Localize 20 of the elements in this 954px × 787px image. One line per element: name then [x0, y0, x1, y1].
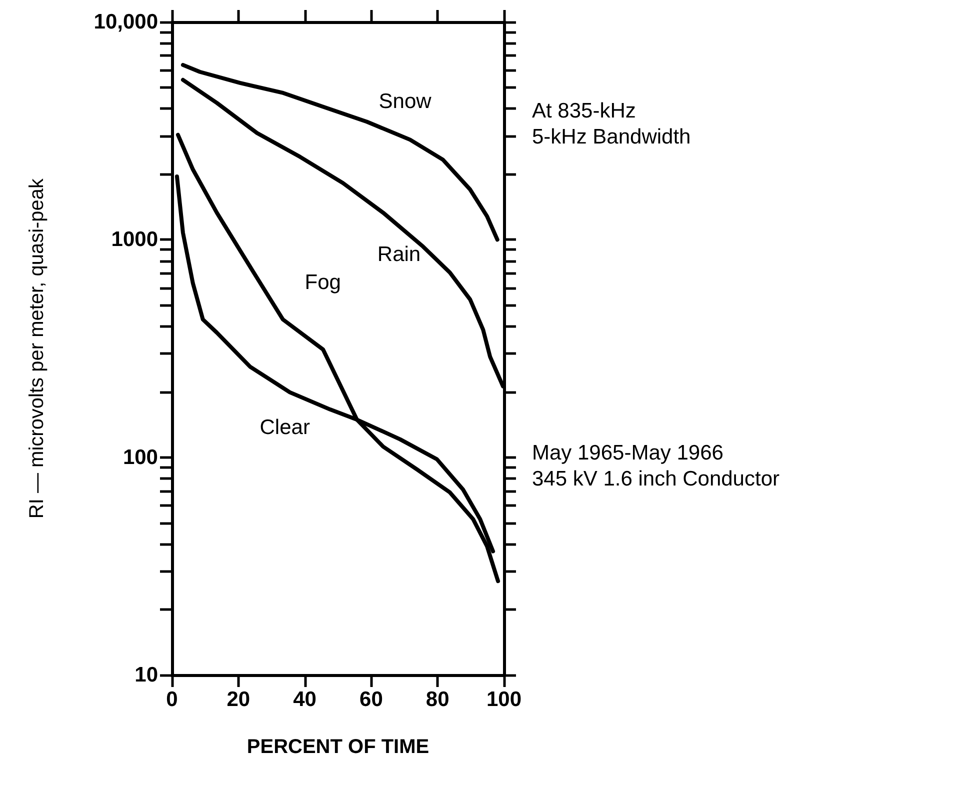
series-label: Fog [304, 270, 341, 294]
text: May 1965-May 1966 345 kV 1.6 inch Conductor [532, 442, 780, 490]
x-axis-title: PERCENT OF TIME [246, 736, 430, 758]
x-tick-label: 0 [166, 688, 178, 711]
x-tick-label: 20 [226, 688, 250, 711]
y-tick-label: 10,000 [94, 10, 158, 34]
series-label: Snow [378, 90, 432, 114]
line-series [180, 62, 500, 242]
y-axis-title: RI — microvolts per meter, quasi-peak [26, 177, 48, 519]
series-label: Clear [260, 416, 310, 439]
x-tick-label: 100 [486, 688, 522, 711]
x-tick-label: 60 [360, 688, 383, 711]
series-label: Rain [377, 243, 421, 266]
y-tick-label: 10 [134, 664, 158, 686]
x-tick-label: 80 [426, 688, 450, 711]
y-tick-label: 1000 [111, 228, 158, 252]
y-tick-label: 100 [122, 446, 158, 469]
line-series [176, 132, 500, 584]
x-tick-label: 40 [293, 688, 316, 711]
text: At 835-kHz 5-kHz Bandwidth [532, 100, 691, 148]
